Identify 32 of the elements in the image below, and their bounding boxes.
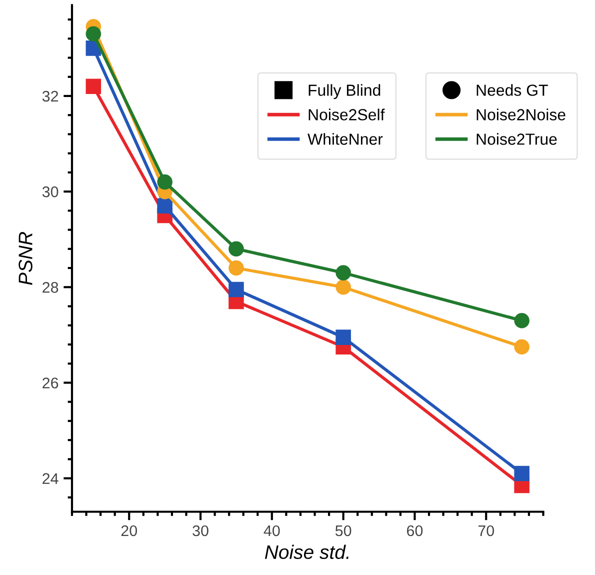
x-tick-label: 20 — [121, 525, 138, 536]
point — [514, 339, 530, 355]
x-tick-label: 40 — [264, 525, 280, 536]
point — [86, 26, 102, 42]
point — [157, 198, 172, 214]
point — [157, 174, 172, 190]
point — [228, 241, 244, 257]
y-tick-label: 26 — [42, 378, 58, 388]
y-tick-label: 28 — [42, 282, 58, 293]
legend-label: Noise2Self — [308, 108, 385, 120]
point — [228, 282, 244, 298]
x-axis-title: Noise std. — [264, 544, 348, 560]
point — [514, 466, 530, 482]
point — [514, 312, 530, 328]
text: Fully Blind — [308, 84, 380, 100]
y-tick-label: 32 — [42, 90, 58, 102]
legend-label: Noise2Noise — [476, 108, 566, 120]
legend-label: WhiteNner — [308, 133, 383, 145]
y-tick-label: 24 — [42, 473, 58, 484]
text: Needs GT — [476, 84, 548, 96]
x-tick-label: 70 — [478, 525, 494, 536]
y-axis-title: PSNR — [18, 232, 32, 285]
x-tick-label: 60 — [406, 525, 423, 536]
x-tick-label: 30 — [192, 525, 208, 536]
point — [86, 78, 102, 94]
point — [336, 330, 351, 345]
x-tick-label: 50 — [335, 525, 352, 536]
legend-label: Noise2True — [476, 133, 557, 145]
point — [336, 265, 351, 280]
y-tick-label: 30 — [42, 186, 58, 198]
point — [336, 279, 351, 295]
point — [228, 260, 244, 276]
